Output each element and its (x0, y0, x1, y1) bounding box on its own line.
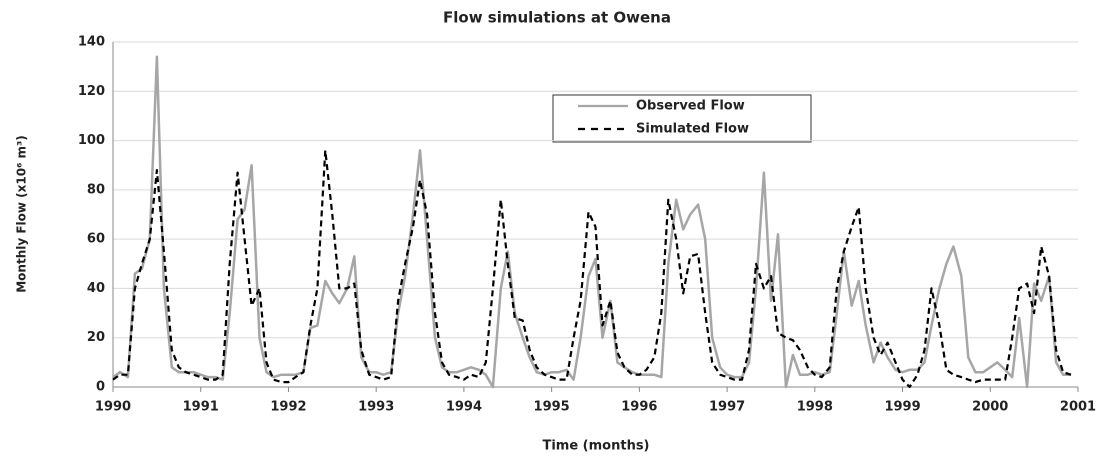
y-tick-label: 0 (96, 380, 105, 395)
x-tick-label: 1999 (884, 400, 920, 415)
x-tick-label: 1998 (797, 400, 833, 415)
legend-label: Observed Flow (636, 99, 745, 114)
x-tick-label: 2000 (972, 400, 1008, 415)
chart-title: Flow simulations at Owena (443, 9, 671, 27)
series-line (112, 149, 1072, 389)
x-tick-label: 1993 (358, 400, 394, 415)
y-tick-label: 80 (87, 182, 105, 197)
x-tick-label: 1995 (534, 400, 570, 415)
x-tick-label: 1994 (446, 400, 482, 415)
x-tick-label: 1991 (183, 400, 219, 415)
x-axis-label: Time (months) (542, 439, 649, 454)
legend-box (552, 94, 812, 143)
y-axis-label: Monthly Flow (x10⁶ m³) (15, 135, 29, 293)
y-tick-label: 20 (87, 330, 105, 345)
series-line (112, 55, 1071, 389)
y-tick-label: 100 (78, 133, 105, 148)
y-tick-label: 40 (87, 281, 105, 296)
legend-label: Simulated Flow (636, 122, 749, 137)
x-tick-label: 1996 (621, 400, 657, 415)
x-tick-label: 2001 (1060, 400, 1096, 415)
y-tick-label: 120 (78, 84, 105, 99)
y-tick-label: 140 (78, 35, 105, 50)
x-tick-label: 1992 (270, 400, 306, 415)
x-tick-label: 1990 (95, 400, 131, 415)
y-tick-label: 60 (87, 232, 105, 247)
x-tick-label: 1997 (709, 400, 745, 415)
